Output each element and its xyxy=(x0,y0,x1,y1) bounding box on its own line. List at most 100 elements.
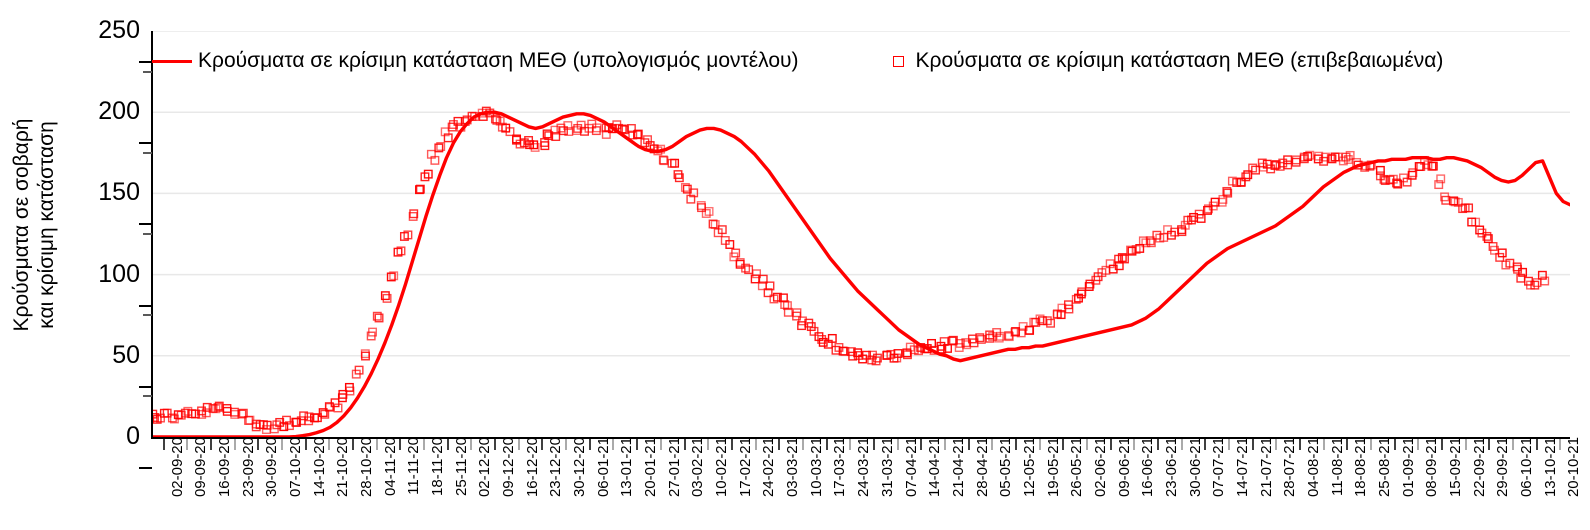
x-axis-tick xyxy=(1204,439,1207,450)
x-axis-tick-label: 14-07-21 xyxy=(1233,437,1251,498)
x-axis-tick-label: 26-05-21 xyxy=(1068,437,1086,498)
x-axis-tick-label: 10-02-21 xyxy=(713,437,731,498)
data-point-marker xyxy=(1120,254,1129,264)
data-point-marker xyxy=(238,408,248,418)
data-point-marker xyxy=(490,114,500,124)
data-point-marker xyxy=(975,333,985,343)
data-point-marker xyxy=(1243,170,1253,180)
model-line-series xyxy=(152,110,1570,437)
x-axis-tick-label: 31-03-21 xyxy=(878,437,896,498)
x-axis-tick xyxy=(517,439,520,450)
data-point-marker xyxy=(1330,152,1340,162)
data-point-marker xyxy=(447,122,457,132)
data-point-marker xyxy=(725,240,735,249)
data-point-marker xyxy=(617,124,627,134)
x-axis-tick xyxy=(352,439,354,450)
x-axis-tick-label: 25-11-20 xyxy=(452,437,470,496)
x-axis-tick xyxy=(423,439,426,450)
data-point-marker xyxy=(366,331,376,341)
data-point-marker xyxy=(440,127,450,137)
data-point-marker xyxy=(551,132,561,142)
legend-label-confirmed: Κρούσματα σε κρίσιμη κατάσταση ΜΕΘ (επιβ… xyxy=(915,49,1444,72)
line-swatch-icon xyxy=(152,59,192,63)
data-point-marker xyxy=(871,356,881,366)
y-axis-tick xyxy=(139,304,152,307)
y-axis-tick xyxy=(139,385,152,388)
data-point-marker xyxy=(1056,310,1066,320)
x-axis-tick-label: 12-05-21 xyxy=(1020,437,1038,498)
data-point-marker xyxy=(680,182,690,192)
data-point-marker xyxy=(763,288,773,298)
y-axis-minor-tick xyxy=(143,314,152,317)
x-axis-tick-label: 14-04-21 xyxy=(926,437,944,498)
data-point-marker xyxy=(704,206,714,216)
data-point-marker xyxy=(515,139,525,149)
x-axis-tick xyxy=(801,439,804,450)
data-point-marker xyxy=(1236,177,1246,187)
x-axis-tick xyxy=(1014,439,1017,450)
observed-data-markers xyxy=(152,106,1550,434)
data-point-marker xyxy=(782,301,792,311)
x-axis-tick xyxy=(1085,439,1088,450)
data-point-marker xyxy=(1283,160,1293,170)
data-point-marker xyxy=(1393,179,1403,189)
data-point-marker xyxy=(430,155,440,165)
x-axis-tick-label: 23-06-21 xyxy=(1162,437,1180,498)
x-axis-tick xyxy=(707,439,710,450)
data-point-marker xyxy=(1518,267,1528,277)
x-axis-tick-label: 27-01-21 xyxy=(665,437,683,498)
data-point-marker xyxy=(1303,152,1313,161)
data-point-marker xyxy=(1427,161,1437,171)
x-axis-tick xyxy=(210,439,212,450)
legend-item-confirmed[interactable]: Κρούσματα σε κρίσιμη κατάσταση ΜΕΘ (επιβ… xyxy=(863,49,1444,73)
x-axis-tick-label: 20-01-21 xyxy=(642,437,660,498)
x-axis-tick xyxy=(730,439,733,450)
data-point-marker xyxy=(1046,318,1056,328)
x-axis-tick xyxy=(375,439,378,450)
x-axis-tick-label: 18-11-20 xyxy=(429,437,447,496)
x-axis-tick xyxy=(659,439,662,450)
x-axis-tick xyxy=(612,439,615,450)
x-axis-tick-label: 09-09-20 xyxy=(192,437,210,498)
y-axis-line xyxy=(151,31,153,438)
data-point-marker xyxy=(320,409,330,419)
data-point-marker xyxy=(667,158,677,168)
data-point-marker xyxy=(197,409,207,419)
y-axis-tick xyxy=(139,61,152,63)
data-point-marker xyxy=(1241,172,1251,182)
data-point-marker xyxy=(994,333,1004,343)
data-point-marker xyxy=(892,353,902,363)
data-point-marker xyxy=(643,135,652,145)
data-point-marker xyxy=(1257,158,1267,168)
x-axis-tick-label: 02-12-20 xyxy=(476,437,494,498)
data-point-marker xyxy=(838,346,848,356)
data-point-marker xyxy=(1097,268,1107,278)
x-axis-tick xyxy=(991,439,994,450)
data-point-marker xyxy=(862,350,871,360)
data-point-marker xyxy=(674,173,684,183)
x-axis-tick xyxy=(943,439,946,450)
legend-item-model[interactable]: Κρούσματα σε κρίσιμη κατάσταση ΜΕΘ (υπολ… xyxy=(152,49,799,73)
data-point-marker xyxy=(222,406,232,416)
data-point-marker xyxy=(1345,150,1355,160)
data-point-marker xyxy=(628,130,638,140)
data-point-marker xyxy=(831,345,841,355)
data-point-marker xyxy=(423,169,433,179)
x-axis-tick xyxy=(872,439,875,450)
data-point-marker xyxy=(1434,180,1444,190)
data-point-marker xyxy=(530,142,540,152)
x-axis-tick-label: 21-10-20 xyxy=(334,437,352,498)
data-point-marker xyxy=(152,413,159,422)
data-point-marker xyxy=(529,140,539,150)
data-point-marker xyxy=(792,311,802,321)
data-point-marker xyxy=(893,349,903,358)
data-point-marker xyxy=(1203,204,1213,214)
data-point-marker xyxy=(389,271,399,281)
x-axis-tick-label: 14-10-20 xyxy=(310,437,328,498)
x-axis-tick xyxy=(399,439,402,450)
x-axis-tick xyxy=(470,439,473,450)
x-axis-tick-label: 05-05-21 xyxy=(997,437,1015,498)
x-axis-tick-label: 18-08-21 xyxy=(1352,437,1370,498)
x-axis-tick-label: 28-04-21 xyxy=(973,437,991,498)
x-axis-tick xyxy=(304,439,307,450)
